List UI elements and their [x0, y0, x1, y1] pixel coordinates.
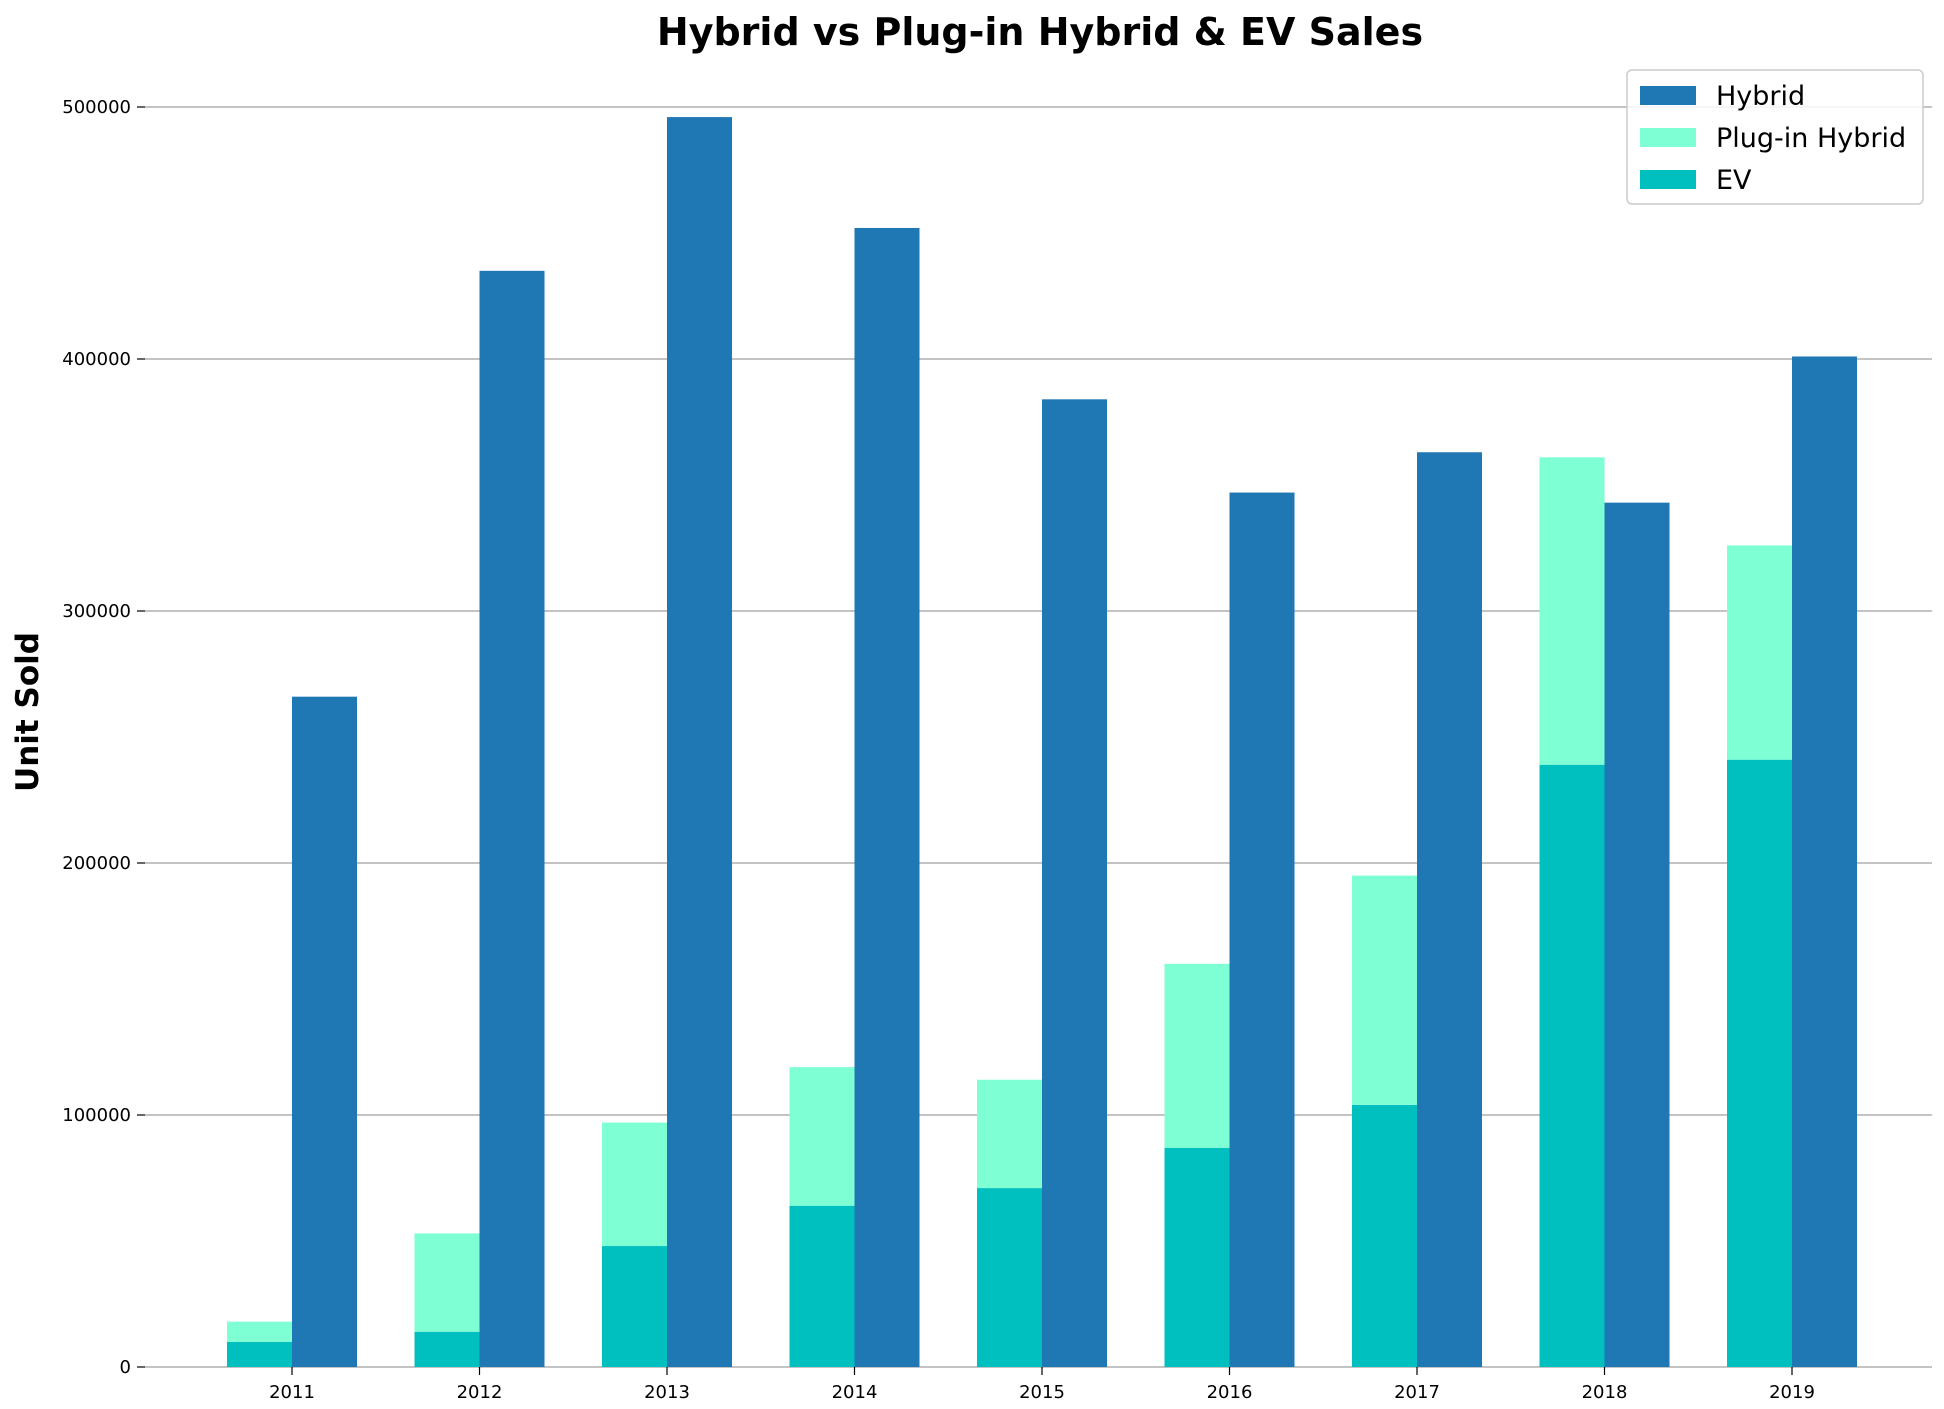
legend: Hybrid Plug-in Hybrid EV: [1626, 69, 1924, 205]
y-tick-label: 0: [120, 1357, 131, 1378]
bar-hybrid: [1042, 399, 1107, 1367]
bar-ev: [602, 1246, 667, 1367]
bars: [227, 117, 1857, 1368]
bar-plug-in-hybrid: [1352, 875, 1417, 1105]
bar-hybrid: [854, 227, 920, 1368]
legend-label: Hybrid: [1716, 81, 1805, 112]
bar-plug-in-hybrid: [1539, 457, 1605, 765]
legend-box: [1626, 69, 1924, 205]
bar-hybrid: [479, 270, 545, 1367]
y-tick-label: 200000: [62, 853, 131, 874]
bar-ev: [414, 1331, 480, 1367]
x-axis: 2011 2012 2013 2014 2015 2016 2017 2018 2019: [269, 1367, 1815, 1403]
bar-plug-in-hybrid: [977, 1079, 1042, 1189]
x-tick-label: 2012: [457, 1382, 503, 1403]
bar-plug-in-hybrid: [414, 1233, 480, 1332]
bar-plug-in-hybrid: [602, 1122, 667, 1247]
bar-ev: [977, 1188, 1042, 1367]
bar-ev: [1352, 1104, 1417, 1367]
x-tick-label: 2011: [269, 1382, 315, 1403]
bar-ev: [789, 1205, 855, 1367]
legend-label: EV: [1716, 165, 1752, 196]
x-tick-label: 2013: [644, 1382, 690, 1403]
bar-ev: [227, 1341, 292, 1367]
bar-plug-in-hybrid: [227, 1321, 292, 1342]
x-tick-label: 2015: [1019, 1382, 1065, 1403]
bar-hybrid: [1229, 492, 1295, 1367]
legend-label: Plug-in Hybrid: [1716, 123, 1906, 154]
bar-hybrid: [292, 696, 357, 1367]
y-axis-label: Unit Sold: [10, 632, 46, 792]
x-tick-label: 2014: [832, 1382, 878, 1403]
x-tick-label: 2017: [1394, 1382, 1440, 1403]
bar-hybrid: [667, 117, 732, 1368]
legend-swatch: [1640, 170, 1696, 189]
x-tick-label: 2018: [1582, 1382, 1628, 1403]
bar-hybrid: [1792, 356, 1857, 1368]
y-tick-label: 100000: [62, 1105, 131, 1126]
bar-hybrid: [1417, 452, 1482, 1367]
legend-swatch: [1640, 86, 1696, 105]
y-tick-label: 300000: [62, 601, 131, 622]
bar-plug-in-hybrid: [1164, 963, 1230, 1148]
x-tick-label: 2016: [1207, 1382, 1253, 1403]
bar-plug-in-hybrid: [1727, 545, 1792, 760]
y-tick-label: 500000: [62, 97, 131, 118]
x-tick-label: 2019: [1769, 1382, 1815, 1403]
y-axis: 0 100000 200000 300000 400000 500000: [62, 97, 145, 1378]
bar-ev: [1164, 1147, 1230, 1367]
bar-ev: [1727, 759, 1792, 1367]
chart-title: Hybrid vs Plug-in Hybrid & EV Sales: [657, 10, 1423, 54]
legend-swatch: [1640, 128, 1696, 147]
bar-plug-in-hybrid: [789, 1067, 855, 1206]
bar-hybrid: [1604, 502, 1670, 1367]
y-tick-label: 400000: [62, 349, 131, 370]
bar-ev: [1539, 764, 1605, 1367]
